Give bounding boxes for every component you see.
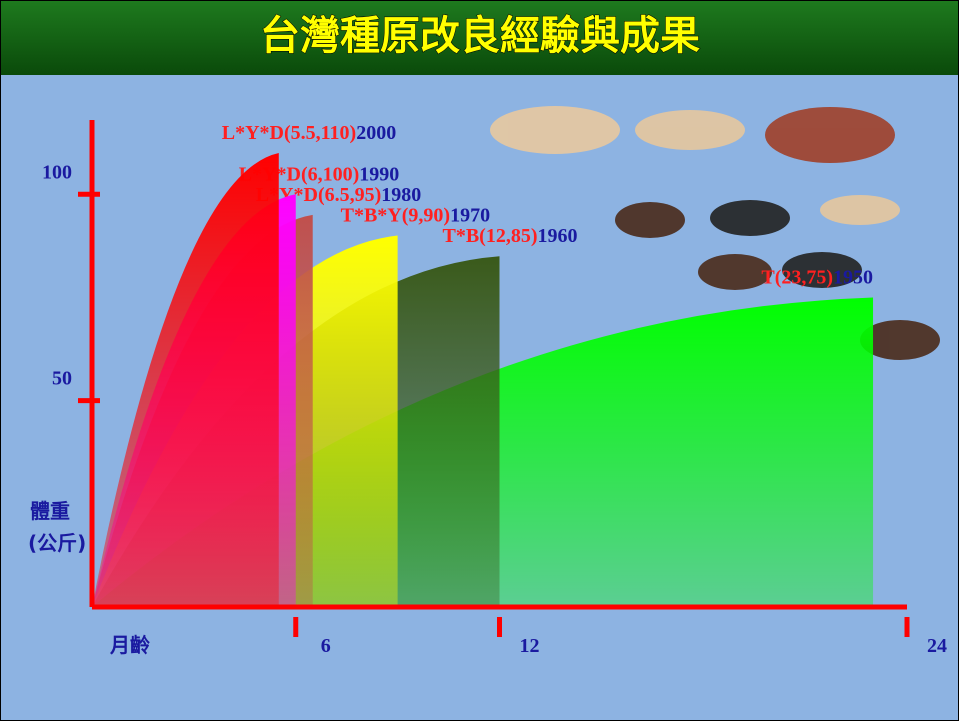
y-axis-label: 體重	[30, 499, 70, 523]
series-year: 1960	[538, 225, 578, 247]
x-tick-label: 6	[321, 635, 331, 657]
x-tick-label: 24	[927, 635, 947, 657]
series-name: L*Y*D(5.5,110)	[222, 122, 356, 144]
y-axis-label: (公斤)	[28, 531, 86, 555]
series-name: T*B*Y(9,90)	[341, 205, 450, 227]
series-label: T*B(12,85)1960	[443, 225, 578, 247]
y-tick-label: 50	[52, 368, 72, 390]
series-year: 2000	[356, 122, 396, 144]
chart-title: 台灣種原改良經驗與成果	[260, 13, 700, 58]
series-name: T(23,75)	[761, 266, 833, 288]
pig-pictures	[490, 106, 940, 360]
x-axis-label: 月齡	[109, 633, 150, 657]
y-tick-label: 100	[42, 161, 72, 183]
series-year: 1990	[359, 163, 399, 185]
series-label: T(23,75)1950	[761, 266, 873, 288]
x-tick-label: 12	[520, 635, 540, 657]
series-year: 1950	[833, 266, 873, 288]
series-year: 1980	[381, 184, 421, 206]
title-bar	[1, 1, 958, 75]
series-label: T*B*Y(9,90)1970	[341, 205, 490, 227]
series-year: 1970	[450, 205, 490, 227]
series-label: L*Y*D(5.5,110)2000	[222, 122, 396, 144]
series-name: T*B(12,85)	[443, 225, 538, 247]
area	[92, 153, 279, 607]
